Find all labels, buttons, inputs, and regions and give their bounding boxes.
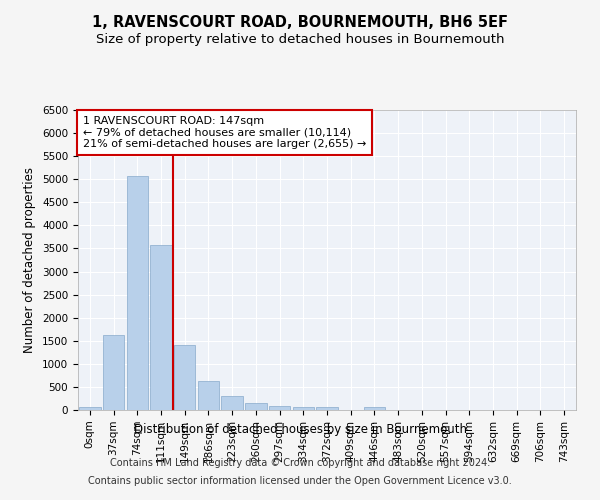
Text: 1, RAVENSCOURT ROAD, BOURNEMOUTH, BH6 5EF: 1, RAVENSCOURT ROAD, BOURNEMOUTH, BH6 5E… bbox=[92, 15, 508, 30]
Bar bbox=[316, 408, 338, 410]
Bar bbox=[198, 381, 219, 410]
Bar bbox=[151, 245, 172, 410]
Bar bbox=[79, 406, 101, 410]
Bar bbox=[221, 396, 243, 410]
Bar bbox=[174, 346, 196, 410]
Text: Size of property relative to detached houses in Bournemouth: Size of property relative to detached ho… bbox=[96, 32, 504, 46]
Y-axis label: Number of detached properties: Number of detached properties bbox=[23, 167, 37, 353]
Text: Contains HM Land Registry data © Crown copyright and database right 2024.: Contains HM Land Registry data © Crown c… bbox=[110, 458, 490, 468]
Text: Contains public sector information licensed under the Open Government Licence v3: Contains public sector information licen… bbox=[88, 476, 512, 486]
Bar bbox=[245, 403, 266, 410]
Bar bbox=[269, 406, 290, 410]
Text: Distribution of detached houses by size in Bournemouth: Distribution of detached houses by size … bbox=[133, 422, 467, 436]
Bar bbox=[127, 176, 148, 410]
Bar bbox=[103, 335, 124, 410]
Bar bbox=[364, 408, 385, 410]
Bar bbox=[293, 408, 314, 410]
Text: 1 RAVENSCOURT ROAD: 147sqm
← 79% of detached houses are smaller (10,114)
21% of : 1 RAVENSCOURT ROAD: 147sqm ← 79% of deta… bbox=[83, 116, 367, 149]
